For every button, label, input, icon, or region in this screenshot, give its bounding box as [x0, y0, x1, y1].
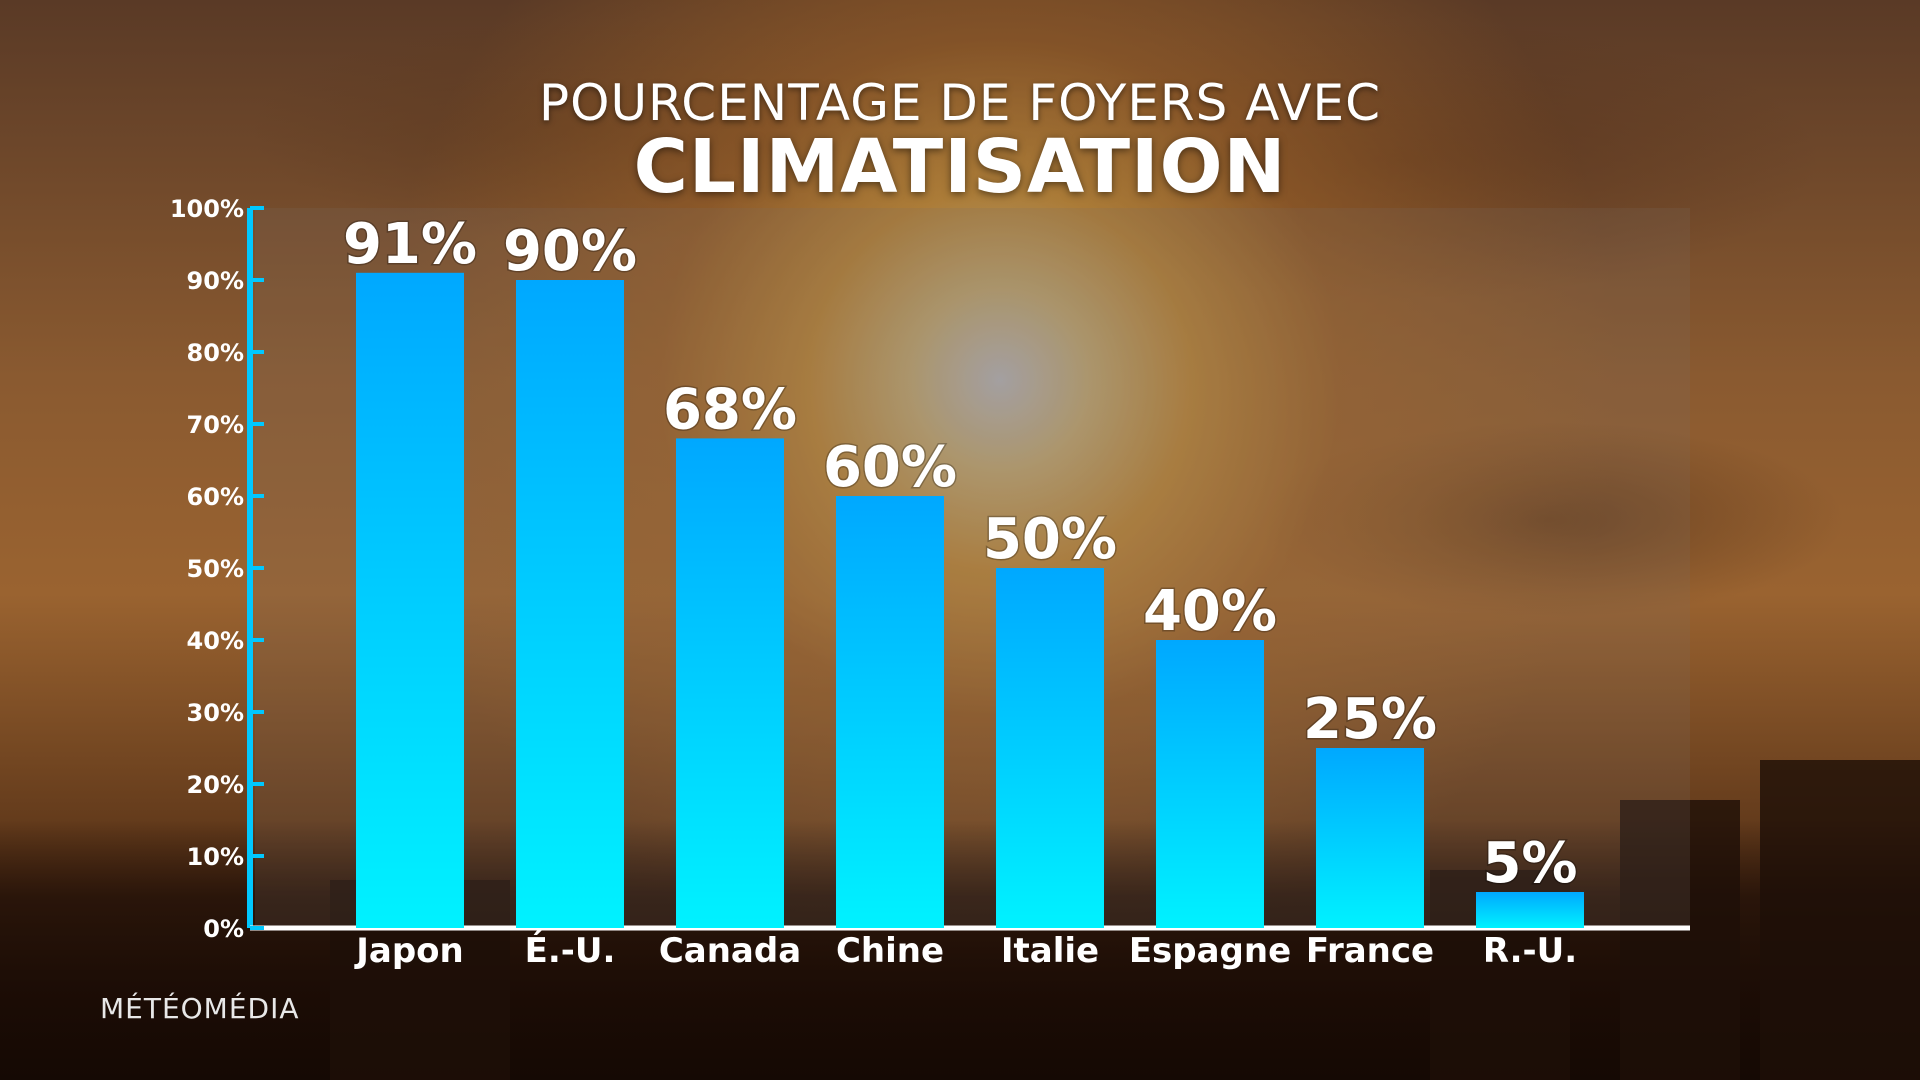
y-tick-label: 100% — [170, 195, 244, 223]
bar-8 — [1476, 892, 1584, 928]
y-tick-label: 60% — [187, 483, 244, 511]
chart-title-line1: POURCENTAGE DE FOYERS AVEC — [538, 74, 1382, 132]
x-category-label: Japon — [354, 931, 464, 971]
bar-value-label: 91% — [343, 212, 477, 277]
x-category-label: Chine — [836, 931, 944, 971]
y-tick-label: 30% — [187, 699, 244, 727]
bar-4 — [836, 496, 944, 928]
bar-value-label: 50% — [983, 507, 1117, 572]
city-silhouette — [0, 820, 1920, 1080]
brand-logo-text: MÉTÉOMÉDIA — [100, 992, 300, 1025]
x-category-label: Espagne — [1129, 931, 1291, 971]
bar-value-label: 40% — [1143, 579, 1277, 644]
x-category-label: Canada — [659, 931, 801, 971]
y-tick-label: 40% — [187, 627, 244, 655]
bar-value-label: 25% — [1303, 687, 1437, 752]
y-tick-label: 20% — [187, 771, 244, 799]
y-tick-label: 80% — [187, 339, 244, 367]
plot-area — [255, 208, 1690, 930]
bar-value-label: 60% — [823, 435, 957, 500]
bar-7 — [1316, 748, 1424, 928]
chart-title-line2: CLIMATISATION — [633, 124, 1287, 210]
y-tick-label: 90% — [187, 267, 244, 295]
x-category-label: R.-U. — [1483, 931, 1577, 971]
y-tick-label: 0% — [203, 915, 244, 943]
bar-1 — [356, 272, 464, 928]
y-tick-label: 10% — [187, 843, 244, 871]
bar-5 — [996, 568, 1104, 928]
bar-2 — [516, 280, 624, 928]
bar-value-label: 90% — [503, 219, 637, 284]
y-tick-label: 70% — [187, 411, 244, 439]
bar-6 — [1156, 640, 1264, 928]
x-category-label: France — [1306, 931, 1434, 971]
bar-3 — [676, 438, 784, 928]
y-tick-label: 50% — [187, 555, 244, 583]
building-silhouette — [1760, 760, 1920, 1080]
bar-value-label: 68% — [663, 377, 797, 442]
x-category-label: Italie — [1001, 931, 1099, 971]
building-silhouette — [1620, 800, 1740, 1080]
bar-value-label: 5% — [1482, 831, 1577, 896]
x-category-label: É.-U. — [525, 930, 616, 971]
